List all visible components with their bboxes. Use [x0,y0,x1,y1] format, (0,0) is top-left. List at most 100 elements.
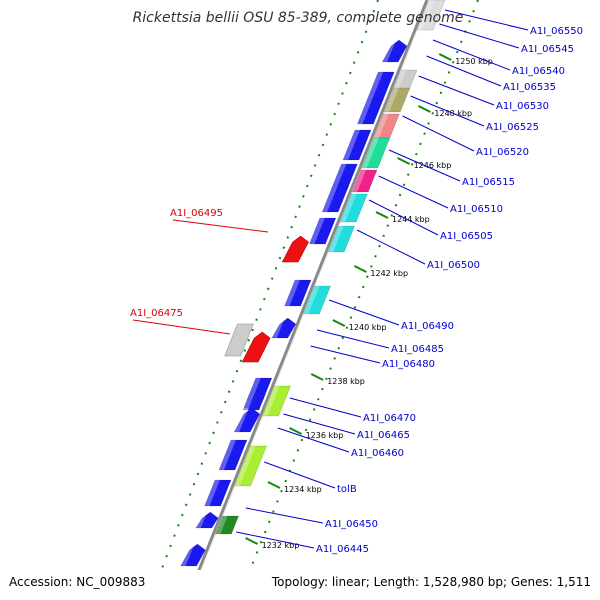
gene-track [166,0,446,600]
scale-tick-label: 1240 kbp [349,323,387,332]
scale-tick-mark [310,373,324,381]
gene-shine [322,186,338,212]
scale-tick-mark [438,53,452,61]
gene-block[interactable] [416,0,446,31]
gene-shine [271,318,285,338]
gene-block[interactable] [357,99,384,125]
footer-background [0,570,600,600]
scale-tick-label: 1234 kbp [284,485,322,494]
gene-shine [204,480,220,506]
gene-label-a1i_06470[interactable]: A1I_06470 [363,413,416,424]
gene-block[interactable] [204,479,232,507]
gene-shine [340,194,357,222]
gene-label-a1i_06530[interactable]: A1I_06530 [496,101,549,112]
gene-shine [367,72,384,100]
gene-block[interactable] [361,137,391,169]
scale-tick-label: 1232 kbp [262,541,300,550]
gene-shine [393,70,406,90]
gene-label-a1i_06505[interactable]: A1I_06505 [440,231,493,242]
gene-label-a1i_06520[interactable]: A1I_06520 [476,147,529,158]
gene-shine [357,100,372,124]
gene-shine [309,218,325,244]
gene-block[interactable] [309,217,337,245]
gene-block[interactable] [271,317,297,339]
gene-shine [234,446,256,486]
gene-label-a1i_06540[interactable]: A1I_06540 [512,66,565,77]
gene-shine [331,164,347,190]
gene-block[interactable] [233,407,261,433]
gene-block[interactable] [195,511,219,529]
gene-shine [382,40,396,62]
gene-label-a1i_06545[interactable]: A1I_06545 [521,44,574,55]
gene-block[interactable] [381,39,408,63]
gene-block[interactable] [224,323,254,357]
gene-label-a1i_06465[interactable]: A1I_06465 [357,430,410,441]
label-leader-line [310,345,381,364]
gene-block[interactable] [218,439,248,471]
scale-tick-mark [375,211,389,219]
highlighted-gene-label-a1i_06495[interactable]: A1I_06495 [170,208,223,219]
gene-block[interactable] [242,393,266,411]
gene-shine [373,114,389,138]
gene-block[interactable] [234,445,267,487]
gene-label-a1i_06510[interactable]: A1I_06510 [450,204,503,215]
highlighted-gene[interactable] [241,331,271,363]
gene-block[interactable] [327,225,355,253]
highlighted-gene-label-a1i_06475[interactable]: A1I_06475 [130,308,183,319]
left-dotted-track [149,0,379,600]
gene-shine [262,386,280,416]
gene-label-a1i_06525[interactable]: A1I_06525 [486,122,539,133]
gene-label-tolb[interactable]: tolB [337,484,357,495]
scale-tick-label: 1246 kbp [414,161,452,170]
gene-block[interactable] [342,129,372,161]
gene-label-a1i_06485[interactable]: A1I_06485 [391,344,444,355]
gene-label-a1i_06480[interactable]: A1I_06480 [382,359,435,370]
gene-label-a1i_06500[interactable]: A1I_06500 [427,260,480,271]
scale-tick-mark [267,481,281,489]
gene-block[interactable] [351,169,378,193]
highlighted-gene[interactable] [281,235,309,263]
label-leader-line [172,219,269,233]
gene-shine [195,512,208,528]
gene-block[interactable] [180,543,206,567]
gene-block[interactable] [321,185,349,213]
label-leader-line [277,427,350,453]
label-leader-line [432,39,511,71]
label-leader-line [388,149,461,182]
scale-tick-mark [289,427,303,435]
gene-block[interactable] [392,69,418,91]
gene-label-a1i_06445[interactable]: A1I_06445 [316,544,369,555]
right-dotted-track [237,0,479,600]
gene-label-a1i_06450[interactable]: A1I_06450 [325,519,378,530]
gene-block[interactable] [383,87,411,113]
gene-shine [328,226,344,252]
genome-title: Rickettsia bellii OSU 85-389, complete g… [133,10,464,26]
label-leader-line [378,175,449,209]
gene-label-a1i_06490[interactable]: A1I_06490 [401,321,454,332]
accession-text: Accession: NC_009883 [9,575,145,589]
label-leader-line [264,461,336,489]
label-leader-line [356,229,426,265]
gene-label-a1i_06515[interactable]: A1I_06515 [462,177,515,188]
gene-label-a1i_06550[interactable]: A1I_06550 [530,26,583,37]
gene-block[interactable] [215,515,239,535]
label-leader-line [402,115,475,152]
gene-label-a1i_06535[interactable]: A1I_06535 [503,82,556,93]
gene-block[interactable] [303,285,331,315]
gene-shine [361,138,379,168]
scale-tick-mark [353,265,367,273]
gene-shine [180,544,195,566]
label-leader-line [368,199,439,236]
gene-shine [234,408,249,432]
gene-block[interactable] [339,193,368,223]
gene-shine [215,516,228,534]
gene-shine [243,394,255,410]
gene-block[interactable] [262,385,291,417]
label-leader-line [444,9,529,31]
label-leader-line [418,75,495,106]
gene-block[interactable] [284,279,312,307]
label-leader-line [283,413,356,435]
scale-tick-mark [417,105,431,113]
gene-shine [352,170,366,192]
gene-label-a1i_06460[interactable]: A1I_06460 [351,448,404,459]
